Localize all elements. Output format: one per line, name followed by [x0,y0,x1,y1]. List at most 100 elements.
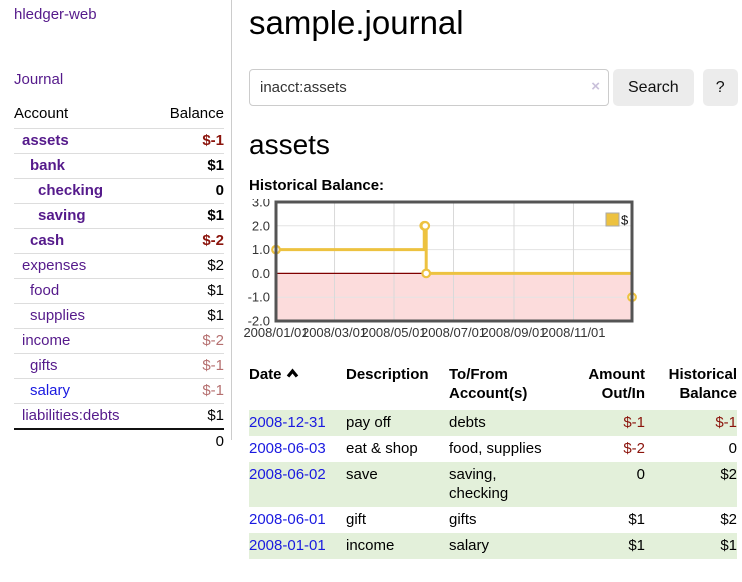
register-amount-cell: $1 [628,511,645,528]
register-header-accounts: To/From Account(s) [449,366,528,402]
account-row: supplies $1 [14,303,224,329]
register-description-cell: pay off [346,414,391,431]
account-link[interactable]: food [30,282,60,299]
register-amount-cell: $-2 [623,440,645,457]
chart-svg: 3.0 2.0 1.0 0.0 -1.0 -2.02008/01/012008/03/01… [243,195,637,340]
accounts-total-row: 0 [14,429,224,454]
account-balance: $1 [152,203,224,229]
account-row: food $1 [14,278,224,304]
svg-text:2.0: 2.0 [252,218,270,233]
svg-text:2008/07/01: 2008/07/01 [421,325,486,340]
account-link[interactable]: saving [38,207,86,224]
account-link[interactable]: salary [30,382,71,399]
register-balance-cell: 0 [728,440,737,457]
account-balance: $-1 [152,353,224,379]
register-date-cell: 2008-06-01 [249,507,346,533]
register-description-cell: income [346,537,395,554]
account-row: gifts $-1 [14,353,224,379]
register-balance-cell: $2 [720,511,737,528]
svg-text:2008/03/01: 2008/03/01 [302,325,367,340]
account-link[interactable]: gifts [30,357,58,374]
register-description-cell: gift [346,511,367,528]
account-balance: $1 [152,278,224,304]
account-row: bank $1 [14,153,224,179]
help-button[interactable]: ? [702,69,738,106]
clear-search-icon[interactable]: × [591,78,600,95]
register-header-description: Description [346,366,429,383]
account-link[interactable]: expenses [22,257,87,274]
register-amount-cell: $1 [628,537,645,554]
account-balance: $1 [152,403,224,430]
svg-text:2008/11/01: 2008/11/01 [541,325,605,340]
svg-text:3.0: 3.0 [252,199,270,210]
search-input[interactable] [249,69,609,106]
register-date-link[interactable]: 2008-01-01 [249,537,326,554]
account-row: assets $-1 [14,128,224,154]
register-accounts-cell: saving, checking [449,466,509,502]
register-date-link[interactable]: 2008-06-02 [249,466,326,483]
account-balance: $-2 [152,228,224,254]
register-date-link[interactable]: 2008-06-01 [249,511,326,528]
sort-ascending-caret-icon [286,365,299,384]
account-balance: 0 [152,178,224,204]
account-row: liabilities:debts $1 [14,403,224,430]
account-row: checking 0 [14,178,224,204]
account-heading: assets [249,129,330,160]
svg-text:-2.0: -2.0 [248,314,270,329]
nav-journal-link[interactable]: Journal [14,71,64,88]
table-row: 2008-01-01 income salary $1 $1 [249,533,737,559]
register-balance-cell: $-1 [715,414,737,431]
register-description-cell: save [346,466,378,483]
accounts-total: 0 [215,433,224,450]
account-balance: $-1 [152,128,224,154]
register-date-cell: 2008-06-03 [249,436,346,462]
table-row: 2008-06-01 gift gifts $1 $2 [249,507,737,533]
svg-text:2008/01/01: 2008/01/01 [243,325,308,340]
account-row: expenses $2 [14,253,224,279]
historical-balance-chart: 3.0 2.0 1.0 0.0 -1.0 -2.0 2008/01/01 2008/03/01… [243,195,738,346]
register-date-cell: 2008-12-31 [249,410,346,436]
register-amount-cell: 0 [636,466,645,483]
account-link[interactable]: supplies [30,307,86,324]
svg-text:-1.0: -1.0 [248,290,270,305]
svg-text:0.0: 0.0 [252,266,270,281]
page: hledger-web Journal Account Balance asse… [14,0,742,559]
register-amount-cell: $-1 [623,414,645,431]
register-balance-cell: $2 [720,466,737,483]
register-date-cell: 2008-06-02 [249,462,346,507]
account-row: income $-2 [14,328,224,354]
register-header-amount: Amount Out/In [588,366,645,402]
register-date-link[interactable]: 2008-06-03 [249,440,326,457]
account-link[interactable]: assets [22,132,69,149]
account-link[interactable]: bank [30,157,66,174]
register-header-date[interactable]: Date [249,365,346,410]
register-description-cell: eat & shop [346,440,418,457]
search-form: × Search ? [249,69,738,106]
account-balance: $1 [152,303,224,329]
account-balance: $-2 [152,328,224,354]
register-accounts-cell: debts [449,414,486,431]
account-balance: $2 [152,253,224,279]
account-balance: $-1 [152,378,224,404]
main-content: sample.journal × Search ? assets Histori… [232,0,742,559]
table-row: 2008-06-03 eat & shop food, supplies $-2 0 [249,436,737,462]
app-logo-link[interactable]: hledger-web [14,6,97,23]
account-link[interactable]: cash [30,232,65,249]
account-row: cash $-2 [14,228,224,254]
table-row: 2008-12-31 pay off debts $-1 $-1 [249,410,737,436]
account-balance-table: Account Balance assets $-1 bank $1 checking 0… [14,105,224,454]
register-table: Date Description To/From Account(s) Amou… [249,365,737,559]
register-balance-cell: $1 [720,537,737,554]
svg-text:2008/05/01: 2008/05/01 [361,325,426,340]
account-link[interactable]: liabilities:debts [22,407,120,424]
register-date-link[interactable]: 2008-12-31 [249,414,326,431]
chart-title-label: Historical Balance: [249,177,385,194]
page-title: sample.journal [249,4,464,41]
search-button[interactable]: Search [613,69,694,106]
account-link[interactable]: income [22,332,71,349]
register-accounts-cell: gifts [449,511,477,528]
account-link[interactable]: checking [38,182,104,199]
balance-column-header: Balance [152,105,224,129]
svg-text:$: $ [621,213,629,228]
table-row: 2008-06-02 save saving, checking 0 $2 [249,462,737,507]
